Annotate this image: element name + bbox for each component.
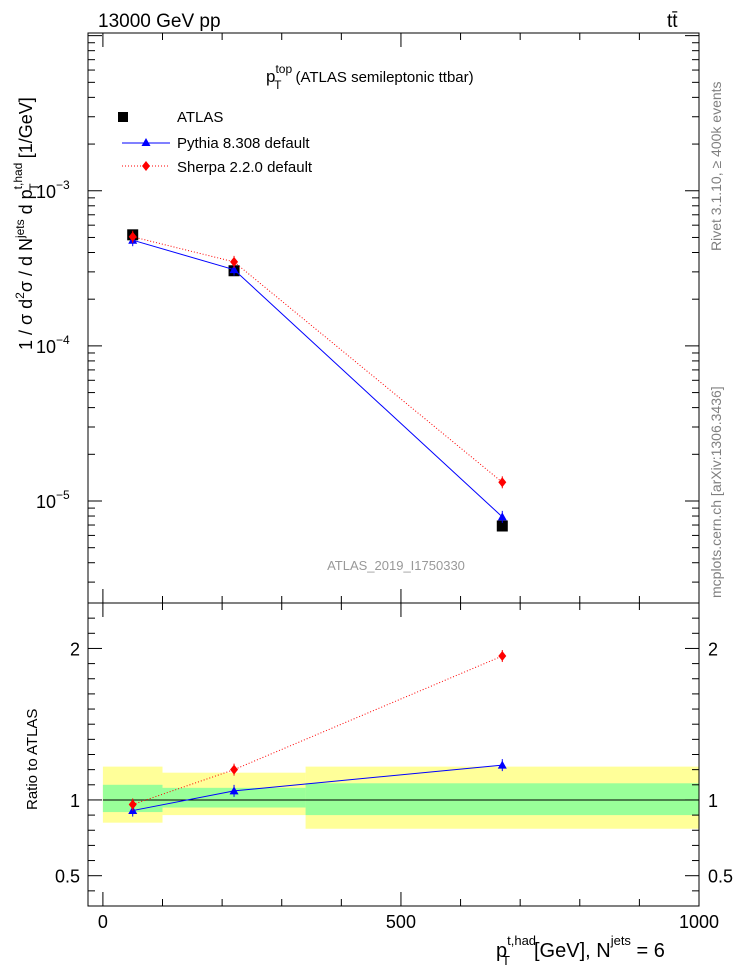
- ratio-sherpa-point: [230, 764, 239, 775]
- ratio-y-tick-label-right: 2: [708, 639, 718, 659]
- ratio-series: [128, 650, 507, 817]
- analysis-watermark: ATLAS_2019_I1750330: [327, 558, 465, 573]
- ratio-sherpa-point: [498, 651, 507, 662]
- legend-pythia-label: Pythia 8.308 default: [177, 135, 310, 152]
- energy-label: 13000 GeV pp: [98, 11, 221, 32]
- main-atlas-point: [496, 520, 508, 532]
- chart-title: ptop T (ATLAS semileptonic ttbar): [266, 62, 474, 92]
- ratio-y-tick-label-left: 1: [70, 791, 80, 811]
- stat-uncertainty-band: [305, 783, 699, 816]
- ratio-y-ticks: 0.5 0.5 1 1 2 2: [55, 617, 733, 892]
- main-y-tick-label: 10−4: [36, 333, 70, 357]
- ratio-frame: [87, 602, 700, 907]
- ratio-y-tick-label-right: 0.5: [708, 867, 733, 887]
- main-sherpa-point: [128, 231, 137, 242]
- main-pythia-line: [132, 239, 503, 518]
- x-tick-label: 500: [386, 912, 416, 932]
- ratio-y-tick-label-right: 1: [708, 791, 718, 811]
- ratio-y-axis-label: Ratio to ATLAS: [24, 709, 41, 810]
- main-y-axis-label: 1 / σ d2σ / d Njets d pt,had T [1/GeV]: [11, 97, 41, 350]
- rivet-version-label: Rivet 3.1.10, ≥ 400k events: [708, 81, 724, 251]
- main-pythia-point: [497, 512, 507, 521]
- legend-sherpa-marker: [142, 161, 150, 171]
- ratio-sherpa-point: [128, 799, 137, 810]
- ratio-pythia-point: [497, 760, 507, 769]
- legend-atlas-marker: [118, 112, 128, 122]
- x-axis-label: pt,had T [GeV], Njets = 6: [496, 933, 665, 968]
- main-sherpa-point: [498, 477, 507, 488]
- main-sherpa-point: [230, 256, 239, 267]
- main-series: [127, 229, 508, 532]
- main-panel: 10−3 10−4 10−5 ptop T (ATLAS semileptonic tt…: [36, 32, 700, 604]
- legend-pythia-marker: [141, 138, 151, 146]
- ratio-x-ticks: 0 500 1000: [98, 603, 719, 932]
- ratio-pythia-point: [229, 786, 239, 795]
- mcplots-credit-label: mcplots.cern.ch [arXiv:1306.3436]: [708, 386, 724, 598]
- ratio-y-tick-label-left: 2: [70, 639, 80, 659]
- legend-atlas-label: ATLAS: [177, 109, 223, 126]
- x-tick-label: 1000: [679, 912, 719, 932]
- legend: ATLAS Pythia 8.308 default Sherpa 2.2.0 …: [118, 109, 313, 176]
- ratio-panel: 0.5 0.5 1 1 2 2 0 500 1000: [55, 602, 733, 932]
- main-y-tick-label: 10−5: [36, 488, 70, 512]
- x-tick-label: 0: [98, 912, 108, 932]
- process-label: tt̄: [667, 11, 678, 32]
- main-x-ticks: [102, 33, 700, 603]
- legend-sherpa-label: Sherpa 2.2.0 default: [177, 159, 313, 176]
- main-pythia-point: [229, 265, 239, 274]
- main-sherpa-line: [132, 236, 503, 483]
- ratio-uncertainty-bands: [102, 766, 699, 829]
- ratio-y-tick-label-left: 0.5: [55, 867, 80, 887]
- main-y-tick-label: 10−3: [36, 178, 70, 202]
- main-y-ticks: 10−3 10−4 10−5: [36, 35, 699, 583]
- stat-uncertainty-band: [162, 787, 306, 808]
